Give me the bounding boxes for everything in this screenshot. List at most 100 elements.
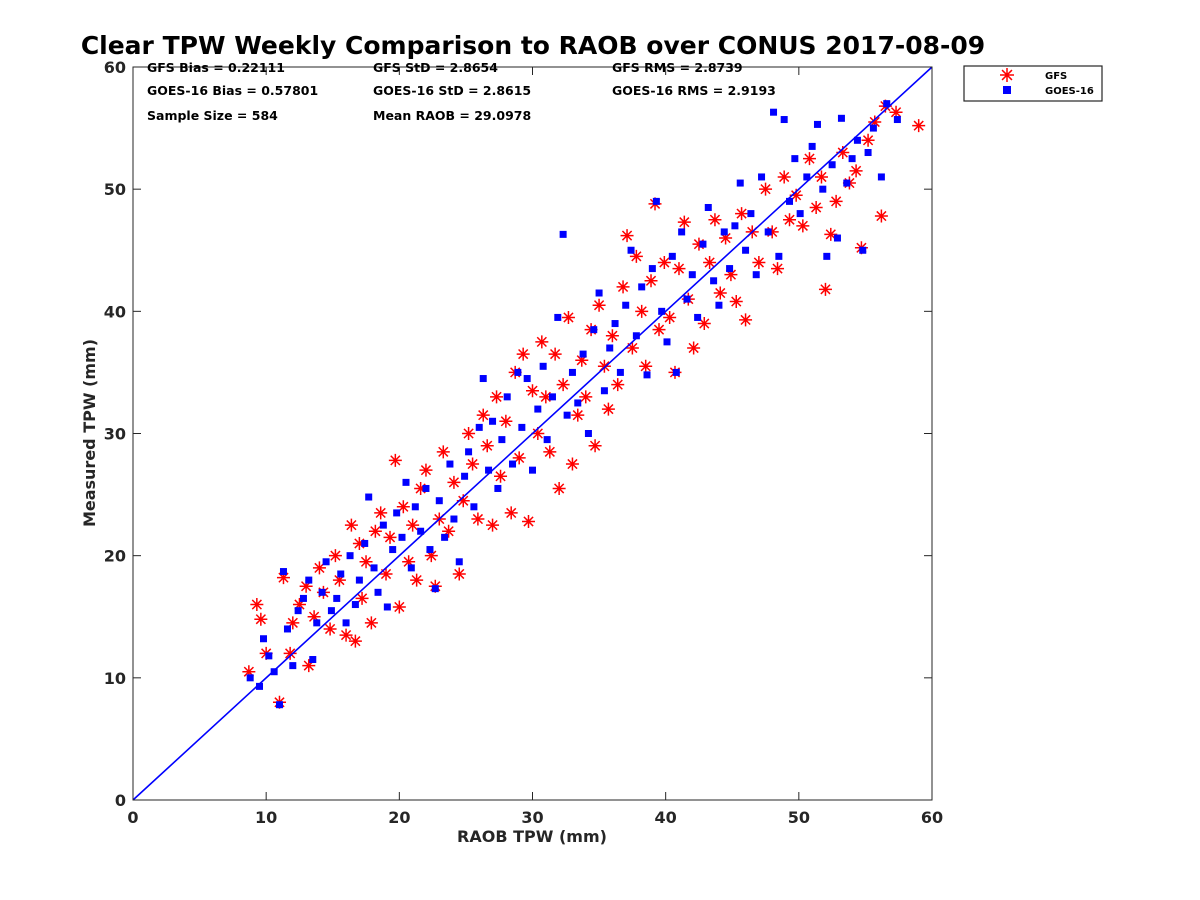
point-gfs-99: [719, 231, 733, 245]
point-gfs-11: [307, 610, 321, 624]
point-goes-14: [318, 588, 326, 596]
point-goes-103: [764, 228, 772, 236]
point-gfs-64: [552, 481, 566, 495]
point-gfs-112: [796, 219, 810, 233]
point-gfs-39: [436, 445, 450, 459]
point-goes-77: [627, 246, 635, 254]
point-goes-60: [539, 362, 547, 370]
point-gfs-36: [424, 549, 438, 563]
point-goes-66: [568, 368, 576, 376]
chart-title: Clear TPW Weekly Comparison to RAOB over…: [81, 31, 985, 60]
point-goes-107: [786, 197, 794, 205]
point-gfs-15: [328, 549, 342, 563]
point-gfs-119: [836, 146, 850, 160]
point-goes-35: [417, 527, 425, 535]
x-axis-label: RAOB TPW (mm): [457, 827, 607, 846]
point-goes-89: [688, 271, 696, 279]
point-gfs-0: [242, 665, 256, 679]
legend-label-goes: GOES-16: [1045, 86, 1094, 97]
point-goes-65: [563, 411, 571, 419]
point-goes-56: [518, 423, 526, 431]
point-gfs-8: [292, 598, 306, 612]
point-goes-53: [503, 393, 511, 401]
point-gfs-30: [396, 500, 410, 514]
point-goes-97: [731, 222, 739, 230]
point-goes-19: [342, 619, 350, 627]
stat-gfs-bias: GFS Bias = 0.22111: [147, 60, 285, 75]
point-goes-101: [752, 271, 760, 279]
point-gfs-73: [592, 298, 606, 312]
point-goes-2: [260, 635, 268, 643]
point-goes-123: [869, 124, 877, 132]
point-goes-16: [327, 607, 335, 615]
point-gfs-16: [332, 573, 346, 587]
point-goes-117: [837, 114, 845, 122]
point-goes-41: [446, 460, 454, 468]
point-goes-102: [758, 173, 766, 181]
point-goes-69: [584, 430, 592, 437]
point-gfs-26: [379, 567, 393, 581]
point-goes-18: [337, 570, 345, 578]
point-gfs-70: [579, 390, 593, 404]
point-gfs-56: [516, 347, 530, 361]
point-goes-22: [355, 576, 363, 584]
point-goes-86: [672, 368, 680, 376]
point-goes-104: [770, 108, 778, 116]
point-gfs-20: [352, 536, 366, 550]
point-goes-29: [389, 546, 397, 554]
point-goes-42: [450, 515, 458, 523]
point-goes-11: [305, 576, 313, 584]
point-goes-49: [485, 466, 493, 474]
point-gfs-103: [739, 313, 753, 327]
point-gfs-10: [302, 659, 316, 673]
point-gfs-24: [368, 524, 382, 538]
ticks-layer: 0 10 20 30 40 50 60 0 10 20 30 40 50 60: [104, 58, 943, 827]
x-tick-label-2: 20: [388, 808, 410, 827]
stat-goes-std: GOES-16 StD = 2.8615: [373, 83, 531, 98]
point-gfs-49: [486, 518, 500, 532]
point-goes-38: [431, 585, 439, 593]
point-gfs-77: [611, 378, 625, 392]
point-goes-0: [246, 674, 254, 682]
point-goes-39: [435, 497, 443, 505]
point-goes-84: [663, 338, 671, 346]
point-goes-81: [648, 265, 656, 273]
point-goes-26: [374, 588, 382, 596]
point-gfs-115: [814, 170, 828, 184]
x-tick-label-6: 60: [921, 808, 943, 827]
points-layer: [242, 99, 926, 709]
x-tick-label-5: 50: [788, 808, 810, 827]
stat-gfs-std: GFS StD = 2.8654: [373, 60, 498, 75]
point-goes-78: [632, 332, 640, 340]
point-gfs-50: [490, 390, 504, 404]
point-gfs-21: [355, 591, 369, 605]
point-goes-85: [668, 252, 676, 260]
point-gfs-93: [687, 341, 701, 355]
point-gfs-47: [476, 408, 490, 422]
point-goes-125: [883, 100, 891, 108]
point-gfs-17: [339, 628, 353, 642]
point-gfs-97: [708, 213, 722, 227]
point-gfs-105: [752, 255, 766, 269]
point-goes-40: [441, 533, 449, 541]
point-gfs-113: [802, 152, 816, 166]
point-goes-67: [574, 399, 582, 407]
point-gfs-65: [556, 378, 570, 392]
point-gfs-72: [588, 439, 602, 453]
point-goes-30: [393, 509, 401, 517]
point-gfs-107: [765, 225, 779, 239]
y-tick-label-3: 30: [104, 425, 126, 444]
point-gfs-87: [657, 255, 671, 269]
point-goes-109: [796, 210, 804, 218]
point-goes-120: [853, 136, 861, 144]
point-goes-88: [683, 295, 691, 303]
point-goes-23: [361, 539, 369, 547]
point-goes-119: [848, 155, 856, 163]
point-goes-9: [294, 607, 302, 615]
point-goes-47: [475, 423, 483, 431]
point-gfs-23: [364, 616, 378, 630]
point-gfs-14: [323, 622, 337, 636]
point-gfs-57: [522, 514, 536, 528]
point-goes-73: [606, 344, 614, 352]
point-gfs-9: [299, 579, 313, 593]
